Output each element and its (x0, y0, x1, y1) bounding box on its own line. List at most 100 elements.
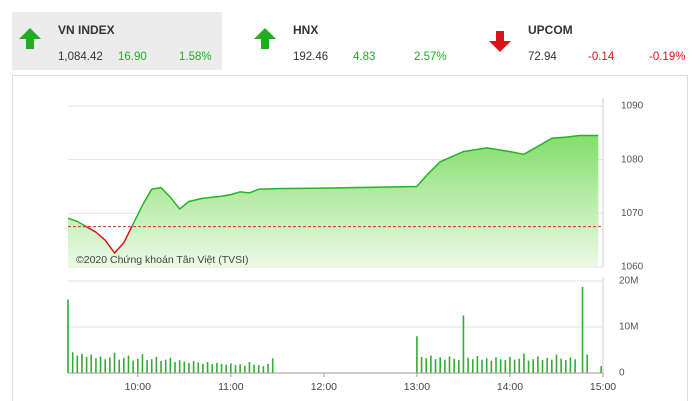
volume-bar (174, 361, 176, 373)
volume-bar (230, 363, 232, 373)
charts: 1060 1070 1080 1090 ©2020 Chứng khoán Tân Vi… (67, 98, 644, 393)
volume-bar (527, 360, 530, 373)
volume-bar (81, 353, 83, 373)
volume-bar (444, 359, 446, 373)
volume-bar (504, 360, 507, 373)
y-tick-label: 1060 (621, 262, 644, 273)
volume-bar (448, 356, 451, 373)
volume-bar (471, 359, 474, 373)
volume-bar (155, 356, 158, 373)
volume-bar (234, 365, 237, 373)
direction-arrow (254, 28, 276, 49)
volume-bar (462, 315, 465, 373)
volume-bar (425, 358, 428, 373)
volume-bar (569, 357, 572, 373)
volume-bar (490, 360, 493, 373)
volume-bar (416, 336, 418, 373)
direction-arrow (489, 31, 511, 52)
volume-bar (555, 354, 558, 373)
volume-bar (564, 360, 567, 373)
direction-arrow (19, 28, 41, 49)
volume-bar (518, 358, 521, 373)
volume-bar (178, 360, 181, 373)
volume-bar (248, 361, 251, 373)
index-value: 1,084.42 (58, 51, 103, 63)
volume-bar (495, 357, 497, 373)
volume-bar (164, 359, 167, 373)
volume-bar (109, 357, 111, 373)
index-value: 72.94 (528, 51, 557, 63)
volume-bar (206, 361, 209, 373)
volume-bar (76, 355, 79, 373)
volume-bar (499, 359, 502, 373)
volume-bar (216, 362, 218, 373)
y-tick-label: 1090 (621, 101, 644, 112)
volume-bar (481, 359, 483, 373)
y-tick-label: 1080 (621, 154, 644, 165)
volume-bar (160, 361, 162, 373)
volume-bar (67, 299, 69, 373)
index-percent: -0.19% (649, 51, 685, 63)
x-tick-label: 12:00 (311, 381, 337, 393)
volume-bar (183, 361, 186, 373)
index-header: VN INDEX 1,084.42 16.90 1.58% HNX 192.46 4.83 2… (19, 23, 685, 63)
volume-bar (434, 359, 437, 373)
x-tick-label: 10:00 (125, 381, 151, 393)
volume-bar (141, 354, 144, 373)
volume-bar (513, 359, 516, 373)
y-tick-label: 10M (619, 322, 638, 333)
volume-bar (127, 355, 130, 373)
price-area (68, 135, 599, 267)
volume-bar (271, 358, 274, 373)
index-percent: 2.57% (414, 51, 447, 63)
volume-bar (71, 352, 74, 373)
volume-bar (123, 357, 125, 373)
x-tick-label: 13:00 (404, 381, 430, 393)
volume-bar (146, 360, 148, 373)
volume-bar (169, 357, 172, 373)
volume-bar (467, 357, 469, 373)
volume-bar (581, 286, 584, 373)
x-tick-label: 11:00 (218, 381, 244, 393)
y-tick-label: 1070 (621, 208, 644, 219)
volume-bar (457, 360, 460, 373)
x-tick-label: 15:00 (590, 381, 616, 393)
volume-bar (197, 362, 200, 373)
volume-bar (113, 352, 116, 373)
copyright: ©2020 Chứng khoán Tân Việt (TVSI) (76, 254, 249, 266)
volume-bar (485, 358, 488, 373)
volume-bar (430, 355, 432, 373)
index-name: VN INDEX (58, 23, 115, 37)
volume-bar (546, 357, 548, 373)
chart-panel (12, 75, 688, 401)
volume-bar (257, 365, 260, 373)
volume-bar (420, 356, 423, 373)
volume-bar (532, 359, 535, 373)
volume-bar (586, 354, 588, 373)
volume-bar (136, 358, 139, 373)
volume-bar (600, 366, 602, 373)
y-tick-label: 20M (619, 276, 638, 287)
volume-bar (90, 354, 93, 373)
volume-bar (537, 356, 539, 373)
volume-bar (85, 356, 88, 373)
volume-bar (253, 364, 255, 373)
volume-bar (509, 356, 511, 373)
index-name: UPCOM (528, 23, 573, 37)
volume-bar (132, 360, 134, 373)
price-line-below (84, 226, 133, 255)
price-line (67, 134, 599, 227)
index-change: 16.90 (118, 51, 147, 63)
volume-bar (150, 359, 153, 373)
volume-bar (202, 363, 204, 373)
active-index-box (12, 12, 222, 70)
volume-bar (95, 358, 97, 373)
volume-bar (541, 360, 544, 373)
volume-bar (243, 365, 246, 373)
volume-bar (99, 356, 102, 373)
volume-bar (560, 358, 562, 373)
index-percent: 1.58% (179, 51, 212, 63)
volume-bar (104, 359, 107, 373)
index-change: -0.14 (588, 51, 615, 63)
